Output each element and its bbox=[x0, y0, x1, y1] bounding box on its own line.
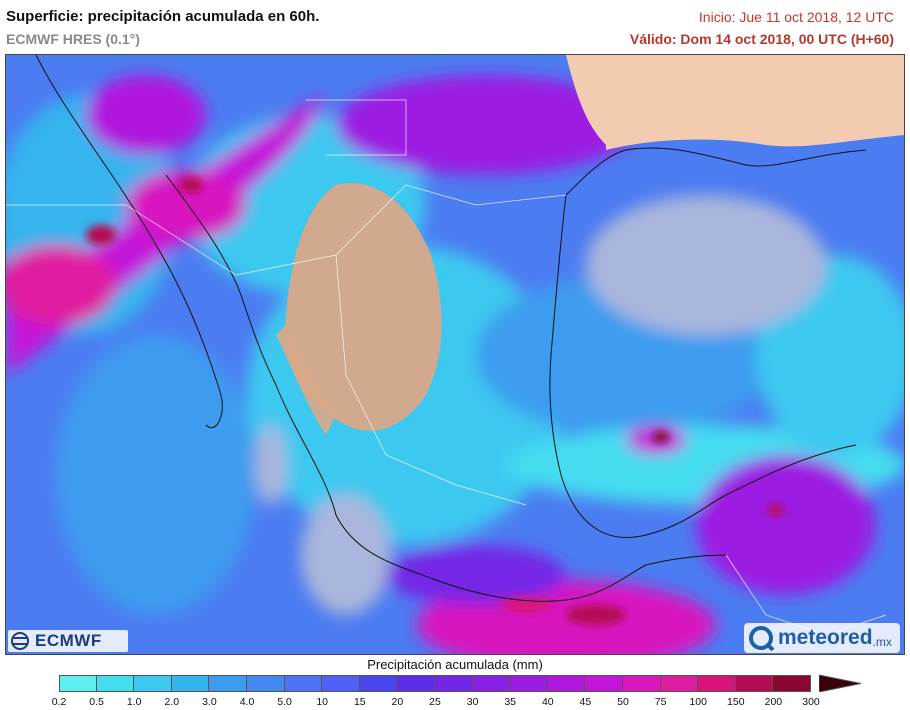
scale-swatch bbox=[209, 675, 247, 692]
scale-arrow bbox=[819, 675, 861, 692]
meteored-logo-suffix: .mx bbox=[872, 635, 892, 649]
scale-swatch bbox=[510, 675, 548, 692]
scale-swatch bbox=[134, 675, 172, 692]
scale-swatch bbox=[773, 675, 811, 692]
scale-swatch bbox=[96, 675, 135, 692]
scale-swatch bbox=[359, 675, 398, 692]
scale-swatch bbox=[660, 675, 699, 692]
scale-swatch bbox=[171, 675, 210, 692]
scale-tick-label: 2.0 bbox=[164, 696, 180, 708]
init-time: Inicio: Jue 11 oct 2018, 12 UTC bbox=[698, 9, 894, 25]
scale-tick-label: 40 bbox=[541, 696, 554, 708]
scale-swatch bbox=[59, 675, 97, 692]
scale-tick-label: 100 bbox=[689, 696, 707, 708]
meteored-logo: meteored .mx bbox=[744, 623, 900, 653]
legend-title: Precipitación acumulada (mm) bbox=[367, 657, 543, 672]
coastlines bbox=[35, 55, 867, 602]
scale-tick-label: 3.0 bbox=[202, 696, 217, 708]
scale-tick-label: 300 bbox=[802, 696, 820, 708]
scale-tick-label: 150 bbox=[727, 696, 745, 708]
scale-tick-label: 4.0 bbox=[239, 696, 255, 708]
scale-swatch bbox=[585, 675, 623, 692]
ecmwf-logo: ECMWF bbox=[8, 630, 128, 652]
color-scale bbox=[59, 675, 811, 692]
us-land-gulf bbox=[606, 95, 904, 150]
scale-tick-label: 20 bbox=[391, 696, 404, 708]
meteored-logo-icon bbox=[749, 626, 775, 651]
scale-swatch bbox=[322, 675, 360, 692]
scale-swatch bbox=[622, 675, 661, 692]
scale-tick-label: 25 bbox=[429, 696, 441, 708]
scale-tick-label: 5.0 bbox=[277, 696, 292, 708]
mexico-plateau-dry bbox=[285, 183, 442, 431]
title: Superficie: precipitación acumulada en 6… bbox=[6, 8, 320, 25]
scale-tick-label: 1.0 bbox=[126, 696, 142, 708]
scale-swatch bbox=[246, 675, 285, 692]
model-name: ECMWF HRES (0.1°) bbox=[6, 31, 140, 47]
precipitation-map bbox=[5, 54, 905, 655]
scale-tick-label: 0.2 bbox=[51, 696, 67, 708]
scale-swatch bbox=[547, 675, 586, 692]
scale-tick-label: 35 bbox=[504, 696, 517, 708]
valid-time: Válido: Dom 14 oct 2018, 00 UTC (H+60) bbox=[629, 31, 894, 47]
scale-tick-label: 10 bbox=[316, 696, 329, 708]
sonora-coast-dry bbox=[276, 325, 336, 435]
scale-tick-label: 200 bbox=[764, 696, 783, 708]
precip-field bbox=[6, 75, 904, 654]
scale-swatch bbox=[434, 675, 473, 692]
scale-swatch bbox=[698, 675, 736, 692]
ecmwf-logo-text: ECMWF bbox=[35, 631, 102, 650]
scale-swatch bbox=[735, 675, 774, 692]
scale-tick-label: 50 bbox=[617, 696, 629, 708]
scale-swatch bbox=[472, 675, 511, 692]
scale-swatch bbox=[284, 675, 323, 692]
scale-ticks: 0.2 0.5 1.0 2.0 3.0 4.0 5.0 10 15 20 25 30 35 40 45 50 7… bbox=[0, 696, 910, 710]
meteored-logo-text: meteored bbox=[778, 626, 873, 649]
scale-tick-label: 75 bbox=[654, 696, 667, 708]
scale-tick-label: 30 bbox=[466, 696, 479, 708]
ecmwf-logo-icon bbox=[11, 632, 29, 650]
scale-swatch bbox=[397, 675, 435, 692]
scale-tick-label: 45 bbox=[579, 696, 592, 708]
scale-tick-label: 0.5 bbox=[89, 696, 104, 708]
scale-tick-label: 15 bbox=[353, 696, 366, 708]
precip-cores bbox=[86, 177, 784, 625]
